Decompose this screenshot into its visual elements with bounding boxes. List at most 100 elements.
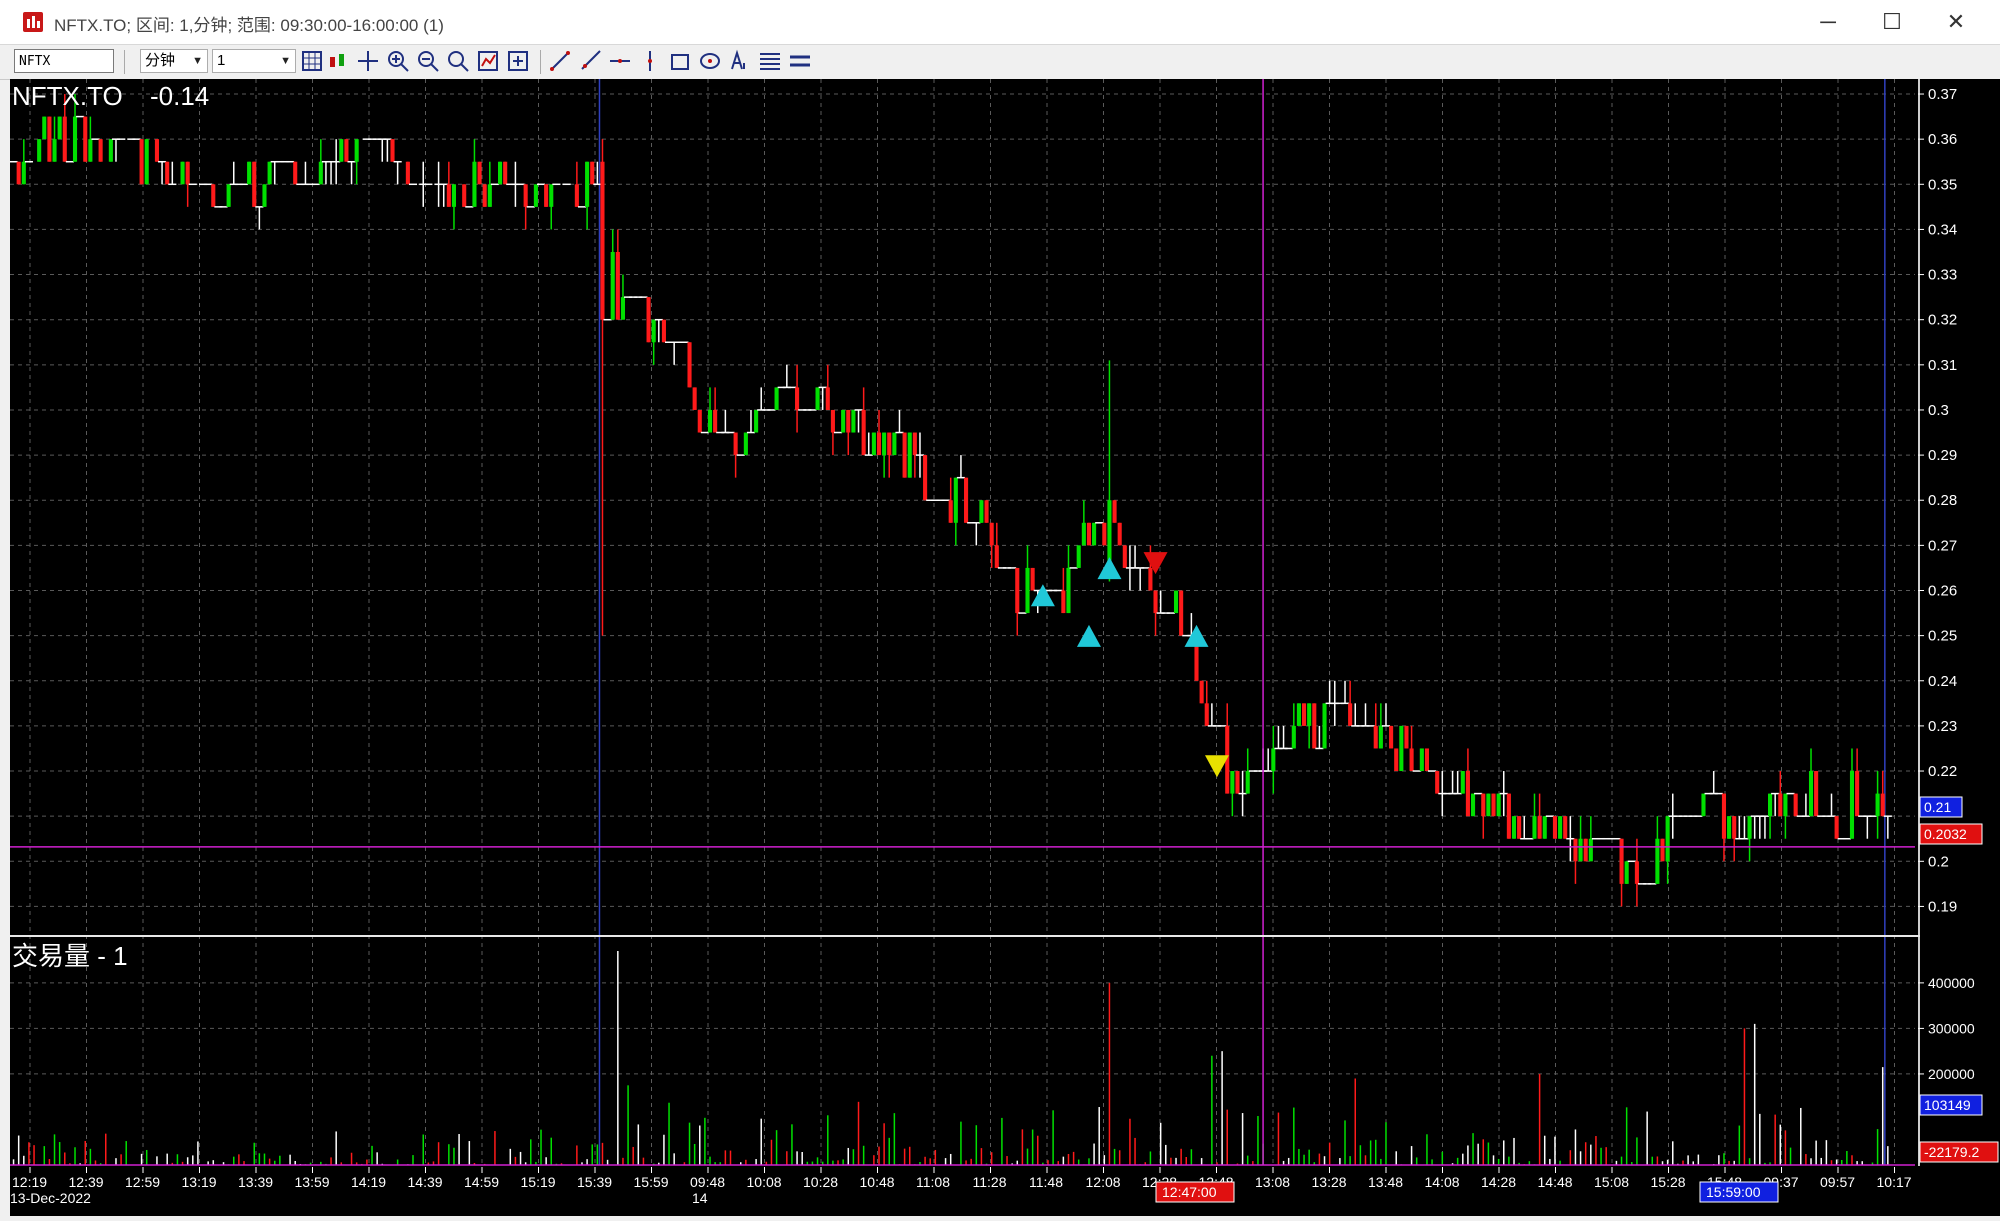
candle-body bbox=[815, 387, 820, 410]
symbol-input[interactable]: NFTX bbox=[14, 49, 114, 73]
chart-settings-icon[interactable] bbox=[476, 49, 500, 73]
candle-body bbox=[1655, 838, 1660, 884]
chevron-down-icon: ▼ bbox=[280, 55, 291, 67]
candle-body bbox=[533, 184, 538, 207]
candle-body bbox=[984, 500, 989, 523]
price-tick-label: 0.24 bbox=[1928, 673, 1957, 690]
close-button[interactable]: ✕ bbox=[1946, 9, 1966, 34]
chevron-down-icon: ▼ bbox=[192, 55, 203, 67]
candle-body bbox=[1030, 567, 1035, 591]
ray-icon[interactable] bbox=[578, 49, 602, 73]
ellipse-icon[interactable] bbox=[698, 49, 722, 73]
candle-body bbox=[1588, 838, 1593, 862]
maximize-button[interactable]: ☐ bbox=[1882, 9, 1902, 34]
volume-bars bbox=[12, 951, 1889, 1165]
price-tick-label: 0.32 bbox=[1928, 312, 1957, 329]
candle-body bbox=[262, 184, 267, 207]
volume-tick-label: 400000 bbox=[1928, 975, 1975, 991]
candle-body bbox=[1122, 545, 1127, 568]
add-icon[interactable] bbox=[506, 49, 530, 73]
candle-body bbox=[1230, 771, 1235, 794]
candle-body bbox=[523, 184, 528, 207]
horizontal-line-icon[interactable] bbox=[608, 49, 632, 73]
time-tick-label: 13:48 bbox=[1368, 1174, 1403, 1190]
candle-body bbox=[83, 116, 88, 162]
price-axis: 0.37 0.36 0.35 0.34 0.33 0.32 0.31 0.3 0.29 0.28 0… bbox=[1918, 86, 1957, 915]
last-time-badge-text: 15:59:00 bbox=[1706, 1184, 1761, 1200]
candle-body bbox=[1563, 816, 1568, 839]
candle-body bbox=[1465, 771, 1470, 817]
candle-body bbox=[1460, 771, 1465, 794]
candle-body bbox=[1373, 725, 1378, 749]
zoom-out-icon[interactable] bbox=[416, 49, 440, 73]
toolbar-separator bbox=[124, 50, 125, 74]
candle-body bbox=[544, 184, 549, 207]
candle-body bbox=[1558, 816, 1563, 839]
candle-body bbox=[354, 139, 359, 162]
candle-body bbox=[1537, 816, 1542, 839]
chart-area[interactable]: NFTX.TO -0.14 交易量 - 1 0.37 0.36 0.35 0.34 0.… bbox=[9, 79, 2000, 1216]
candle-body bbox=[226, 184, 231, 207]
candle-body bbox=[62, 116, 67, 162]
time-tick-label: 11:28 bbox=[973, 1174, 1007, 1190]
vertical-line-icon[interactable] bbox=[638, 49, 662, 73]
app-chart-icon bbox=[23, 12, 43, 32]
price-tick-label: 0.2 bbox=[1928, 853, 1949, 870]
candle-body bbox=[180, 161, 185, 185]
candle-body bbox=[487, 184, 492, 207]
price-tick-label: 0.37 bbox=[1928, 86, 1957, 103]
interval-value-select[interactable]: 1 ▼ bbox=[212, 49, 296, 73]
candle-body bbox=[754, 409, 759, 433]
date-label-1: 13-Dec-2022 bbox=[10, 1190, 91, 1206]
candle-body bbox=[1768, 793, 1773, 817]
trendline-icon[interactable] bbox=[548, 49, 572, 73]
candle-body bbox=[1583, 838, 1588, 862]
candle-body bbox=[293, 161, 298, 185]
interval-unit-select[interactable]: 分钟 ▼ bbox=[140, 49, 208, 73]
time-tick-label: 14:08 bbox=[1425, 1174, 1460, 1190]
rectangle-icon[interactable] bbox=[668, 49, 692, 73]
price-chart[interactable]: NFTX.TO -0.14 交易量 - 1 0.370.360.350.340.… bbox=[9, 79, 2000, 1216]
last-volume-badge-text: 103149 bbox=[1924, 1097, 1971, 1113]
candle-body bbox=[707, 409, 713, 433]
candle-body bbox=[600, 161, 605, 320]
candle-body bbox=[1721, 793, 1727, 839]
title-bar: NFTX.TO; 区间: 1,分钟; 范围: 09:30:00-16:00:00… bbox=[0, 0, 2000, 45]
grid-icon[interactable] bbox=[300, 49, 324, 73]
channel-icon[interactable] bbox=[788, 49, 812, 73]
candle-body bbox=[1517, 816, 1522, 839]
crosshair-icon[interactable] bbox=[356, 49, 380, 73]
candle-body bbox=[185, 161, 190, 185]
candlestick-icon[interactable] bbox=[326, 49, 350, 73]
candle-body bbox=[882, 432, 887, 456]
candle-body bbox=[1107, 500, 1112, 568]
fibonacci-icon[interactable] bbox=[758, 49, 782, 73]
candle-body bbox=[267, 161, 272, 185]
candle-body bbox=[498, 161, 503, 185]
candle-body bbox=[1194, 635, 1199, 681]
crosshair-price-badge: 0.2032 bbox=[1919, 823, 1983, 845]
candle-body bbox=[390, 139, 395, 162]
candle-body bbox=[339, 139, 344, 162]
candle-body bbox=[1665, 816, 1670, 862]
zoom-fit-icon[interactable] bbox=[446, 49, 470, 73]
candle-body bbox=[1404, 725, 1409, 749]
time-tick-label: 09:57 bbox=[1820, 1174, 1855, 1190]
candle-body bbox=[1307, 703, 1312, 726]
candle-body bbox=[651, 319, 656, 343]
candle-body bbox=[57, 116, 62, 140]
crosshair-volume-badge: -22179.2 bbox=[1919, 1141, 1999, 1163]
candle-body bbox=[1532, 816, 1537, 839]
minimize-button[interactable]: ─ bbox=[1820, 9, 1836, 34]
candle-body bbox=[697, 409, 702, 433]
candle-body bbox=[887, 432, 892, 456]
candle-body bbox=[1235, 771, 1240, 794]
text-icon[interactable] bbox=[728, 49, 752, 73]
interval-value: 1 bbox=[217, 52, 226, 69]
candle-body bbox=[21, 161, 26, 185]
candle-body bbox=[661, 319, 666, 343]
sell-signal-icon bbox=[1204, 755, 1229, 778]
candle-body bbox=[1112, 500, 1117, 523]
candle-body bbox=[344, 139, 349, 162]
zoom-in-icon[interactable] bbox=[386, 49, 410, 73]
